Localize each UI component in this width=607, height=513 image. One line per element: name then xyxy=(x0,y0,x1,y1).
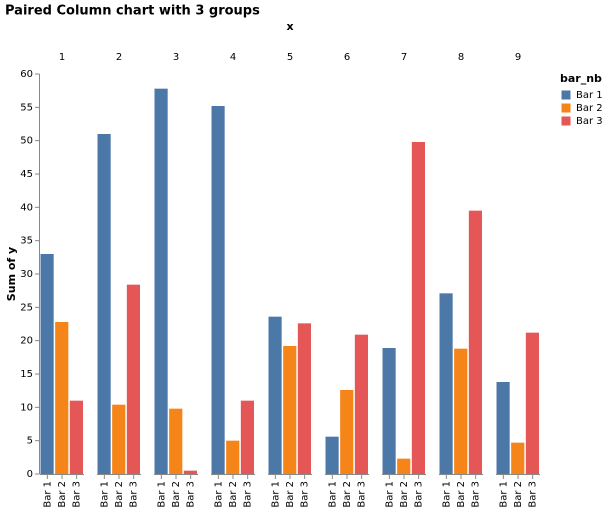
y-tick-label: 35 xyxy=(20,236,33,247)
bar xyxy=(211,106,225,474)
legend-label: Bar 3 xyxy=(576,116,603,127)
x-tick-label: Bar 3 xyxy=(72,481,83,508)
bar xyxy=(240,400,254,474)
y-tick-label: 40 xyxy=(20,202,33,213)
y-tick-label: 0 xyxy=(27,469,33,480)
bar xyxy=(511,442,525,474)
x-tick-label: Bar 3 xyxy=(243,481,254,508)
x-tick-label: Bar 1 xyxy=(213,481,224,508)
legend-label: Bar 1 xyxy=(576,90,603,101)
bar xyxy=(112,404,126,474)
x-tick-label: Bar 3 xyxy=(186,481,197,508)
x-tick-label: Bar 2 xyxy=(456,481,467,508)
bar xyxy=(226,440,240,474)
x-tick-label: Bar 3 xyxy=(414,481,425,508)
bar xyxy=(382,348,396,474)
x-tick-label: Bar 3 xyxy=(300,481,311,508)
legend-swatch xyxy=(560,102,572,114)
x-tick-label: Bar 1 xyxy=(156,481,167,508)
y-tick-label: 25 xyxy=(20,302,33,313)
facet-label: 3 xyxy=(173,52,179,63)
x-tick-label: Bar 2 xyxy=(342,481,353,508)
x-tick-label: Bar 3 xyxy=(129,481,140,508)
legend-title: bar_nb xyxy=(560,72,602,85)
y-tick-label: 45 xyxy=(20,169,33,180)
facet-label: 9 xyxy=(515,52,521,63)
x-tick-label: Bar 2 xyxy=(57,481,68,508)
column-title: x xyxy=(286,20,293,33)
bar xyxy=(454,348,468,474)
facet-label: 1 xyxy=(59,52,65,63)
x-tick-label: Bar 2 xyxy=(171,481,182,508)
y-tick-label: 15 xyxy=(20,369,33,380)
bar xyxy=(154,88,168,475)
bar xyxy=(525,332,539,474)
legend-swatch xyxy=(560,115,572,127)
y-tick-label: 20 xyxy=(20,336,33,347)
bar xyxy=(325,436,339,474)
y-tick-label: 55 xyxy=(20,102,33,113)
x-tick-label: Bar 3 xyxy=(528,481,539,508)
y-tick-label: 5 xyxy=(27,436,33,447)
chart-title: Paired Column chart with 3 groups xyxy=(5,4,260,19)
bar xyxy=(411,142,425,474)
bar xyxy=(354,334,368,474)
y-tick-label: 10 xyxy=(20,402,33,413)
bar xyxy=(468,210,482,474)
x-tick-label: Bar 1 xyxy=(270,481,281,508)
x-tick-label: Bar 1 xyxy=(384,481,395,508)
x-tick-label: Bar 1 xyxy=(42,481,53,508)
facet-label: 7 xyxy=(401,52,407,63)
x-tick-label: Bar 3 xyxy=(357,481,368,508)
bar xyxy=(169,408,183,474)
facet-label: 6 xyxy=(344,52,350,63)
bar xyxy=(397,458,411,474)
x-tick-label: Bar 3 xyxy=(471,481,482,508)
bar xyxy=(268,316,282,474)
bar xyxy=(97,134,111,474)
bar xyxy=(40,254,54,474)
x-tick-label: Bar 1 xyxy=(498,481,509,508)
y-axis-title: Sum of y xyxy=(5,247,18,301)
x-tick-label: Bar 2 xyxy=(285,481,296,508)
bar xyxy=(55,322,69,474)
x-tick-label: Bar 1 xyxy=(99,481,110,508)
bar xyxy=(340,390,354,474)
facet-label: 8 xyxy=(458,52,464,63)
x-tick-label: Bar 1 xyxy=(327,481,338,508)
facet-label: 5 xyxy=(287,52,293,63)
bar xyxy=(69,400,83,474)
bar xyxy=(126,284,140,474)
bar xyxy=(496,382,510,474)
y-tick-label: 50 xyxy=(20,136,33,147)
bar xyxy=(297,323,311,474)
legend-label: Bar 2 xyxy=(576,103,603,114)
y-tick-label: 30 xyxy=(20,269,33,280)
facet-label: 2 xyxy=(116,52,122,63)
x-tick-label: Bar 2 xyxy=(399,481,410,508)
facet-label: 4 xyxy=(230,52,236,63)
legend-swatch xyxy=(560,89,572,101)
bar xyxy=(439,293,453,474)
x-tick-label: Bar 2 xyxy=(228,481,239,508)
x-tick-label: Bar 2 xyxy=(114,481,125,508)
bar xyxy=(183,470,197,474)
y-tick-label: 60 xyxy=(20,69,33,80)
x-tick-label: Bar 1 xyxy=(441,481,452,508)
bar xyxy=(283,346,297,474)
x-tick-label: Bar 2 xyxy=(513,481,524,508)
